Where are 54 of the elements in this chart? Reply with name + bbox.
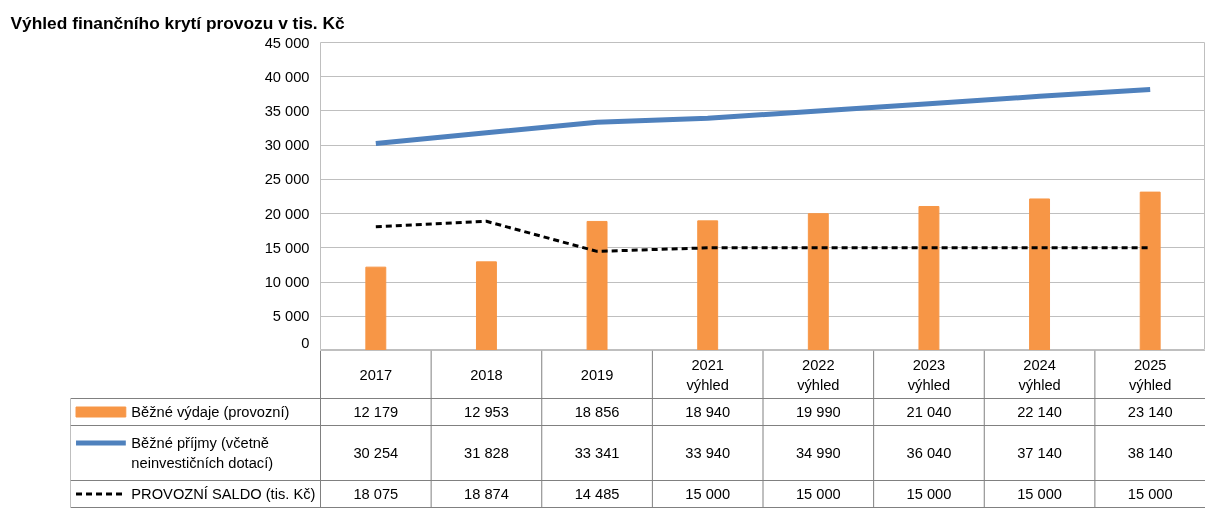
data-label: 12 953	[464, 404, 509, 420]
data-label: 33 341	[574, 445, 620, 461]
legend-label: PROVOZNÍ SALDO (tis. Kč)	[131, 486, 316, 502]
data-label: 31 828	[464, 445, 509, 461]
data-label: 18 856	[574, 404, 620, 420]
data-label: 21 040	[906, 404, 952, 420]
data-label: 15 000	[1127, 486, 1173, 502]
y-tick-label: 0	[301, 334, 310, 351]
data-label: 15 000	[1017, 486, 1062, 502]
data-label: 36 040	[906, 445, 952, 461]
y-tick-label: 15 000	[264, 239, 310, 256]
data-label: 33 940	[685, 445, 731, 461]
legend-label: Běžné příjmy (včetně neinvestičních dotací)	[131, 434, 274, 472]
text: Výhled finančního krytí provozu v tis. Kč	[10, 12, 345, 33]
y-tick-label: 40 000	[264, 68, 310, 85]
y-tick-label: 5 000	[272, 308, 310, 325]
data-label: 30 254	[353, 445, 399, 461]
x-tick-label: 2019	[580, 366, 614, 383]
bar	[475, 261, 497, 350]
x-tick-label: 2021 výhled	[686, 356, 729, 393]
bar	[1139, 191, 1161, 350]
bar	[807, 213, 829, 350]
data-label: 15 000	[906, 486, 952, 502]
x-tick-label: 2025 výhled	[1129, 356, 1172, 393]
x-tick-label: 2018	[470, 366, 503, 383]
data-label: 18 075	[353, 486, 399, 502]
data-label: 15 000	[685, 486, 731, 502]
data-label: 38 140	[1127, 445, 1173, 461]
data-label: 18 940	[685, 404, 731, 420]
y-tick-label: 35 000	[264, 102, 310, 119]
bar	[365, 266, 387, 350]
bar	[918, 205, 940, 350]
data-label: 34 990	[795, 445, 841, 461]
x-tick-label: 2023 výhled	[907, 356, 951, 393]
bar	[697, 220, 719, 350]
x-tick-label: 2024 výhled	[1018, 356, 1061, 393]
y-tick-label: 30 000	[264, 137, 310, 154]
x-tick-label: 2022 výhled	[797, 356, 840, 393]
bar	[586, 220, 608, 350]
data-label: 37 140	[1017, 445, 1062, 461]
data-label: 15 000	[795, 486, 841, 502]
bar	[1029, 198, 1051, 350]
data-label: 18 874	[464, 486, 509, 502]
data-label: 19 990	[795, 404, 841, 420]
x-tick-label: 2017	[359, 366, 393, 383]
data-label: 12 179	[353, 404, 399, 420]
data-label: 14 485	[574, 486, 620, 502]
y-tick-label: 20 000	[264, 205, 310, 222]
y-tick-label: 10 000	[264, 274, 310, 291]
legend-label: Běžné výdaje (provozní)	[131, 404, 290, 420]
y-tick-label: 45 000	[264, 34, 310, 51]
data-label: 23 140	[1127, 404, 1173, 420]
y-tick-label: 25 000	[264, 171, 310, 188]
data-label: 22 140	[1017, 404, 1062, 420]
